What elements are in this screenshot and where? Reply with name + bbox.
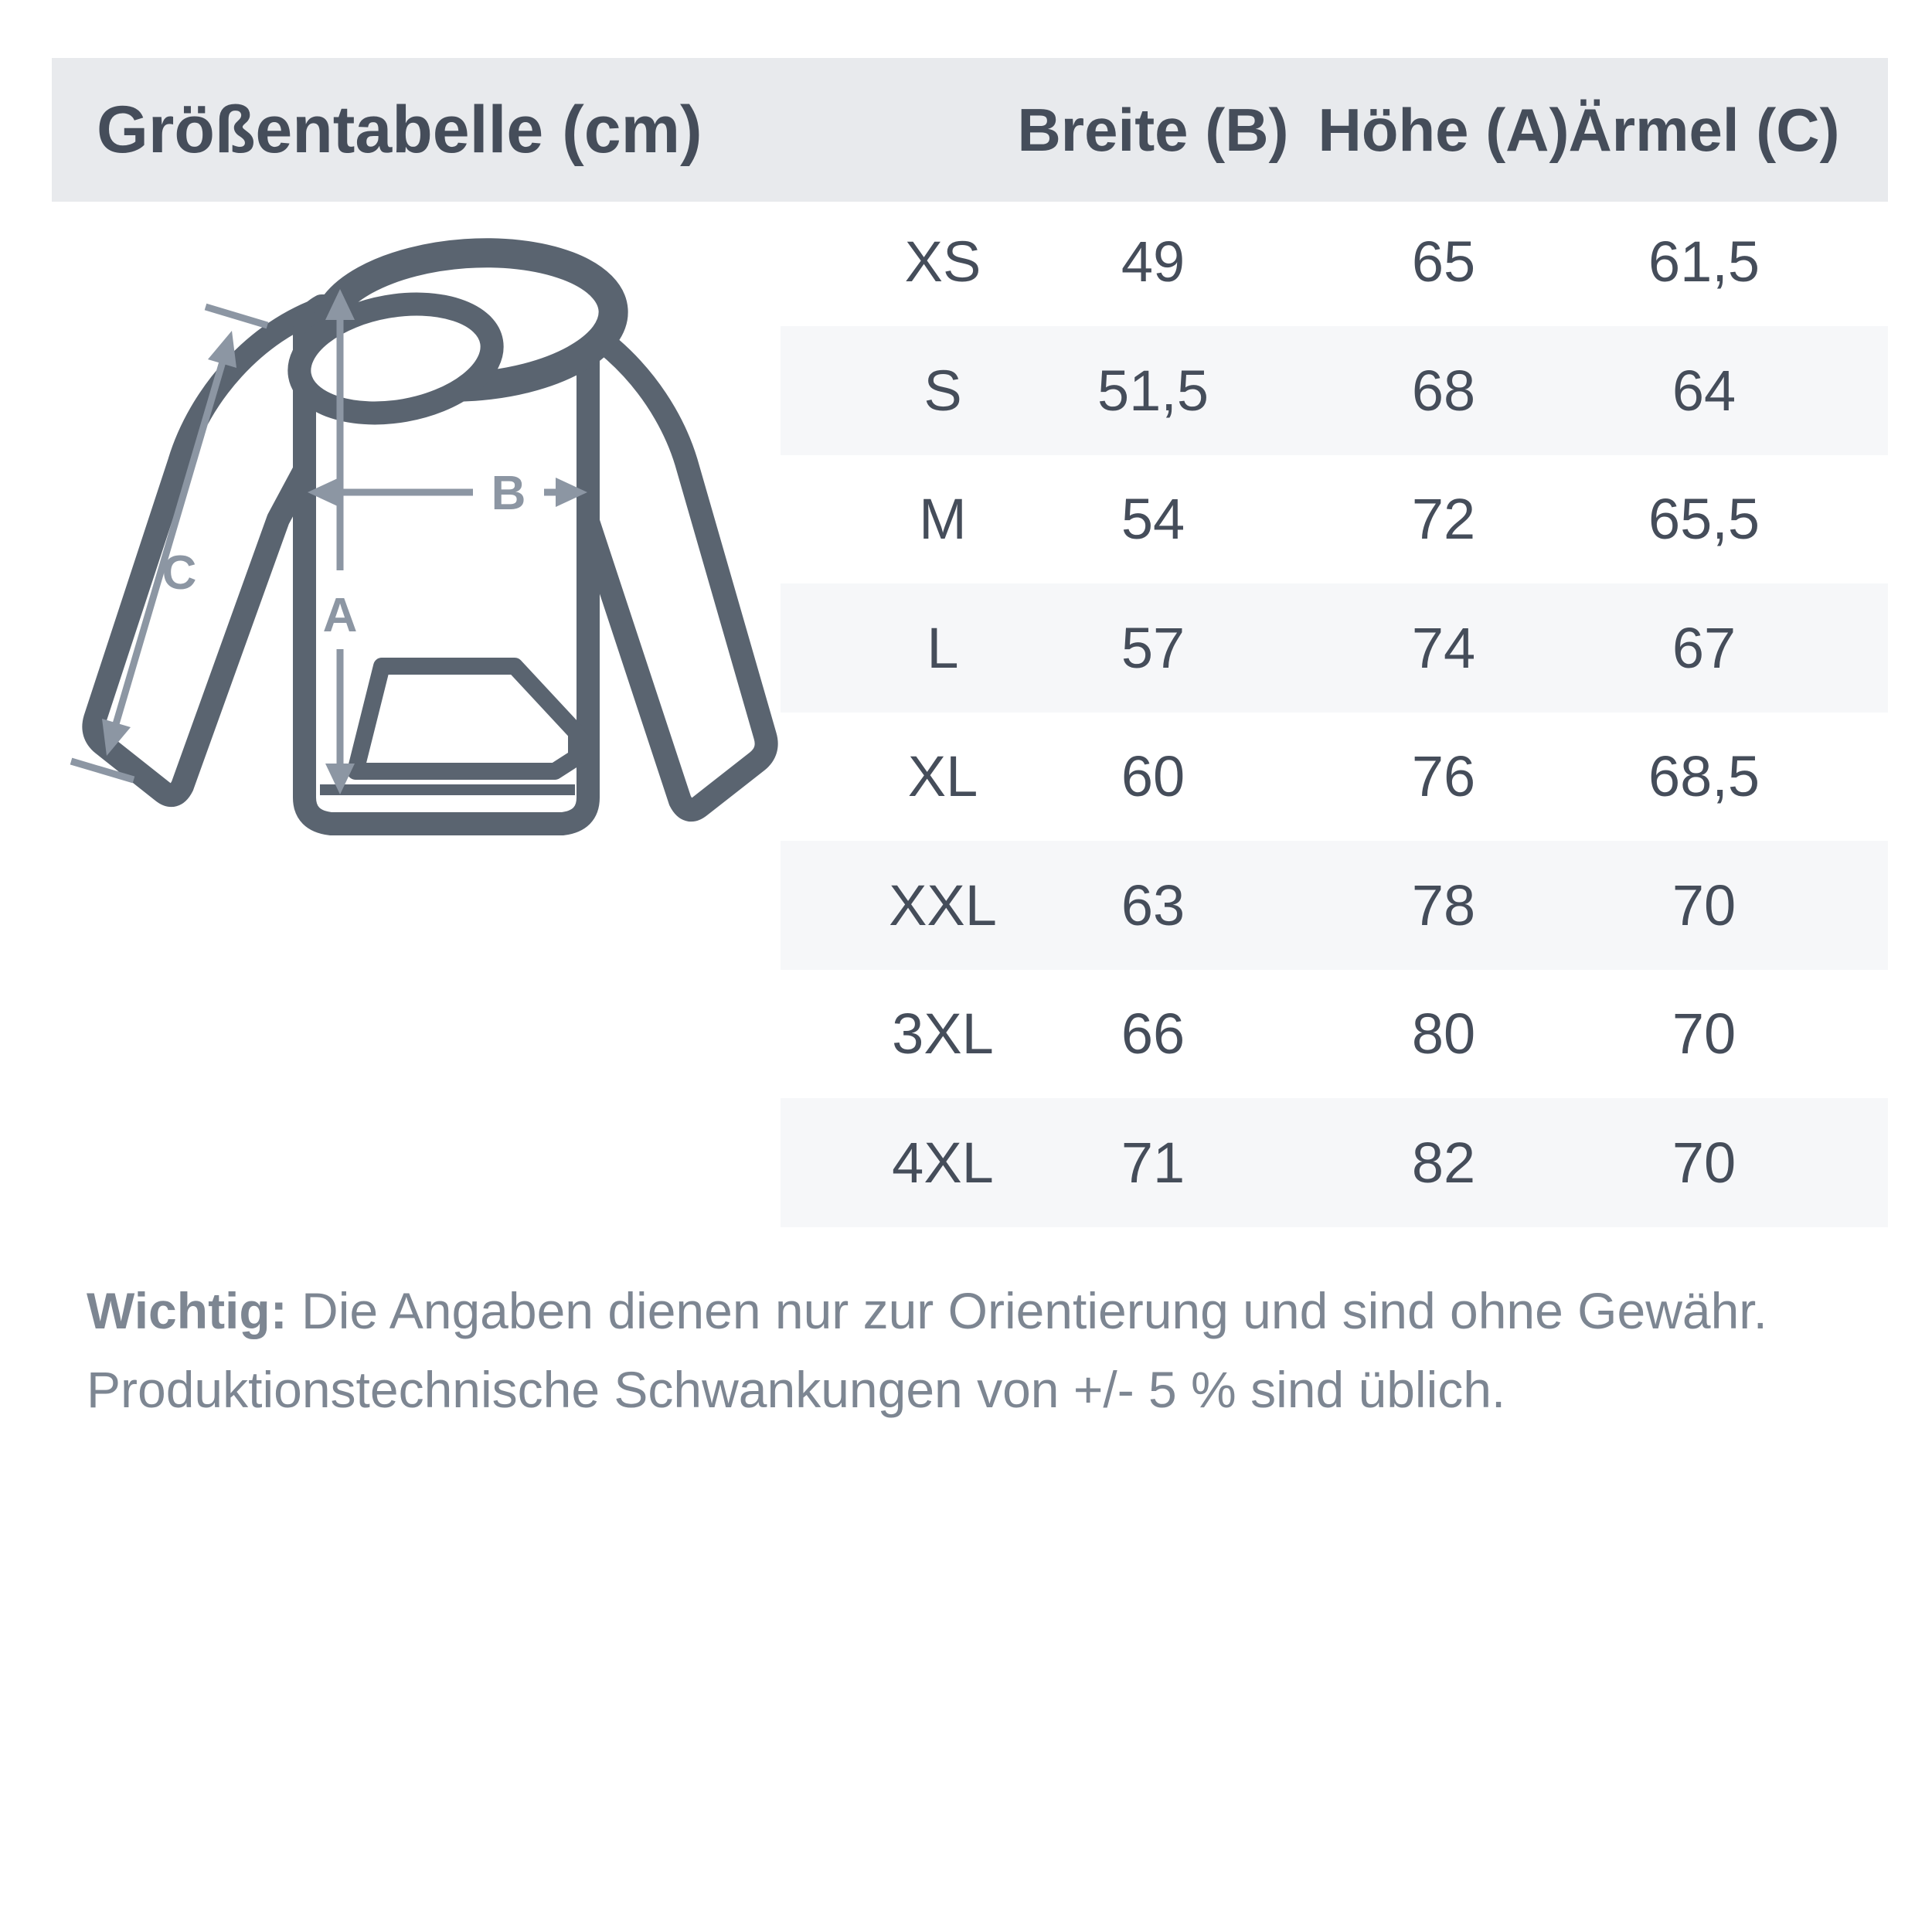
aermel-cell: 64 [1672, 359, 1736, 423]
row-stripe [781, 326, 1888, 455]
height-arrow-a [325, 289, 355, 794]
dimension-arrows [70, 289, 587, 794]
size-cell: S [923, 359, 962, 423]
breite-cell: 66 [1121, 1002, 1185, 1066]
breite-cell: 63 [1121, 873, 1185, 937]
size-cell: 3XL [892, 1002, 994, 1066]
kangaroo-pocket [347, 658, 585, 780]
breite-cell: 57 [1121, 616, 1185, 680]
hoehe-cell: 82 [1411, 1131, 1476, 1195]
page-title: Größentabelle (cm) [97, 93, 702, 167]
size-cell: XL [907, 744, 978, 808]
hoodie-measurement-diagram: A B C [70, 238, 778, 835]
hoehe-cell: 65 [1411, 230, 1476, 294]
row-stripe [781, 841, 1888, 970]
footer-line2: Produktionstechnische Schwankungen von +… [87, 1361, 1506, 1418]
dim-label-a: A [323, 589, 358, 642]
breite-cell: 71 [1121, 1131, 1185, 1195]
footer-important-label: Wichtig: [87, 1282, 287, 1339]
breite-cell: 54 [1121, 487, 1185, 551]
hoehe-cell: 68 [1411, 359, 1476, 423]
size-cell: L [927, 616, 959, 680]
aermel-cell: 68,5 [1648, 744, 1760, 808]
table-header-band [52, 58, 1888, 202]
dim-label-c: C [162, 546, 197, 600]
column-header-breite: Breite (B) [1017, 96, 1289, 164]
dim-label-b: B [492, 467, 526, 520]
size-cell: XS [904, 230, 981, 294]
hoehe-cell: 72 [1411, 487, 1476, 551]
width-arrow-b [308, 478, 587, 507]
size-cell: M [919, 487, 967, 551]
hood-icon [287, 238, 628, 425]
footer-line1-text: Die Angaben dienen nur zur Orientierung … [287, 1282, 1767, 1339]
hoehe-cell: 74 [1411, 616, 1476, 680]
sleeve-arrow-c [70, 303, 269, 784]
row-stripe [781, 1098, 1888, 1227]
hoehe-cell: 76 [1411, 744, 1476, 808]
column-header-hoehe: Höhe (A) [1318, 96, 1570, 164]
footer-line1: Wichtig: Die Angaben dienen nur zur Orie… [87, 1282, 1767, 1339]
hoehe-cell: 80 [1411, 1002, 1476, 1066]
aermel-cell: 70 [1672, 1002, 1736, 1066]
breite-cell: 51,5 [1097, 359, 1209, 423]
size-cell: 4XL [892, 1131, 994, 1195]
aermel-cell: 70 [1672, 873, 1736, 937]
breite-cell: 49 [1121, 230, 1185, 294]
breite-cell: 60 [1121, 744, 1185, 808]
aermel-cell: 70 [1672, 1131, 1736, 1195]
footer-note: Wichtig: Die Angaben dienen nur zur Orie… [87, 1271, 1879, 1429]
aermel-cell: 65,5 [1648, 487, 1760, 551]
size-cell: XXL [889, 873, 997, 937]
aermel-cell: 61,5 [1648, 230, 1760, 294]
row-stripe [781, 583, 1888, 713]
hoehe-cell: 78 [1411, 873, 1476, 937]
column-header-aermel: Ärmel (C) [1568, 96, 1840, 164]
aermel-cell: 67 [1672, 616, 1736, 680]
